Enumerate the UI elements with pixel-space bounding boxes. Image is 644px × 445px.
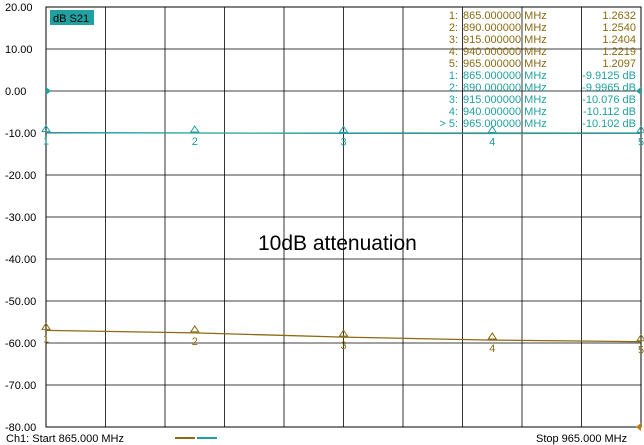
y-tick-labels: 20.00 10.00 0.00 -10.00 -20.00 -30.00 -40.00 -5… xyxy=(5,2,36,434)
marker-frequency: 940.000000 MHz xyxy=(463,106,547,118)
marker-value: 1.2404 xyxy=(602,34,636,46)
data-point xyxy=(636,333,644,342)
y-tick-label: 0.00 xyxy=(5,86,26,98)
marker-value: -10.076 dB xyxy=(582,94,636,106)
reference-marker-right xyxy=(636,87,641,95)
marker-index: 4: xyxy=(449,106,458,118)
marker-label: 1 xyxy=(43,333,49,345)
y-tick-label: -20.00 xyxy=(5,170,36,182)
marker-label: 4 xyxy=(489,343,495,355)
trace-label-box xyxy=(50,10,94,25)
data-point xyxy=(338,329,349,337)
marker-frequency: 865.000000 MHz xyxy=(463,70,547,82)
data-point xyxy=(41,124,51,133)
marker-label: 5 xyxy=(638,345,644,357)
marker-frequency: 865.000000 MHz xyxy=(463,10,547,22)
data-point xyxy=(487,125,498,133)
marker-value: 1.2219 xyxy=(602,46,636,58)
y-tick-label: -50.00 xyxy=(5,296,36,308)
reference-marker-left xyxy=(46,87,51,95)
marker-value: -10.112 dB xyxy=(583,106,636,118)
y-tick-label: -60.00 xyxy=(5,338,36,350)
marker-value: -9.9125 dB xyxy=(582,70,636,82)
marker-index: 3: xyxy=(449,94,458,106)
marker-index: 2: xyxy=(449,22,458,34)
y-tick-label: -40.00 xyxy=(5,254,36,266)
marker-frequency: 890.000000 MHz xyxy=(463,82,547,94)
data-point xyxy=(189,125,200,133)
marker-frequency: 890.000000 MHz xyxy=(463,22,547,34)
marker-frequency: 915.000000 MHz xyxy=(463,34,547,46)
marker-label: 1 xyxy=(43,136,49,148)
marker-value: 1.2097 xyxy=(602,58,636,70)
marker-tables: 1: 865.000000 MHz 1.2632 2: 890.000000 MHz 1.… xyxy=(439,10,636,130)
data-point xyxy=(338,125,349,133)
marker-index: 2: xyxy=(449,82,458,94)
marker-index: 1: xyxy=(449,70,458,82)
start-label: Ch1: Start 865.000 MHz xyxy=(6,433,124,445)
y-tick-label: -10.00 xyxy=(5,128,36,140)
y-tick-label: 10.00 xyxy=(5,44,33,56)
marker-index: 3: xyxy=(449,34,458,46)
marker-value: 1.2632 xyxy=(602,10,636,22)
stop-label: Stop 965.000 MHz xyxy=(536,433,627,445)
marker-frequency: 940.000000 MHz xyxy=(463,46,547,58)
traces xyxy=(45,131,642,343)
marker-label: 5 xyxy=(638,136,644,148)
marker-index: 1: xyxy=(449,10,458,22)
marker-index: 4: xyxy=(449,46,458,58)
marker-label: 4 xyxy=(489,136,495,148)
data-point xyxy=(41,322,51,330)
trace-label: dB S21 xyxy=(53,13,89,25)
marker-frequency: 965.000000 MHz xyxy=(463,58,547,70)
y-tick-label: -70.00 xyxy=(5,380,36,392)
marker-value: 1.2540 xyxy=(602,22,636,34)
marker-index: 5: xyxy=(449,58,458,70)
y-tick-label: 20.00 xyxy=(5,2,33,14)
data-point xyxy=(189,325,200,333)
marker-label: 2 xyxy=(192,336,198,348)
marker-label: 3 xyxy=(341,340,347,352)
data-point xyxy=(487,332,498,340)
series-line-1 xyxy=(45,131,642,135)
marker-frequency: 915.000000 MHz xyxy=(463,94,547,106)
marker-index: > 5: xyxy=(439,118,458,130)
marker-label: 2 xyxy=(192,136,198,148)
annotation: 10dB attenuation xyxy=(258,232,417,255)
series-line-2 xyxy=(45,329,642,343)
reference-marker-bottom xyxy=(636,423,641,431)
data-point xyxy=(636,125,644,133)
marker-value: -10.102 dB xyxy=(582,118,636,130)
markers: 1 2 3 4 5 1 2 3 4 5 xyxy=(41,87,644,431)
marker-value: -9.9965 dB xyxy=(582,82,636,94)
y-tick-label: -80.00 xyxy=(5,422,36,434)
marker-frequency: 965.000000 MHz xyxy=(463,118,547,130)
marker-label: 3 xyxy=(341,136,347,148)
y-tick-label: -30.00 xyxy=(5,212,36,224)
